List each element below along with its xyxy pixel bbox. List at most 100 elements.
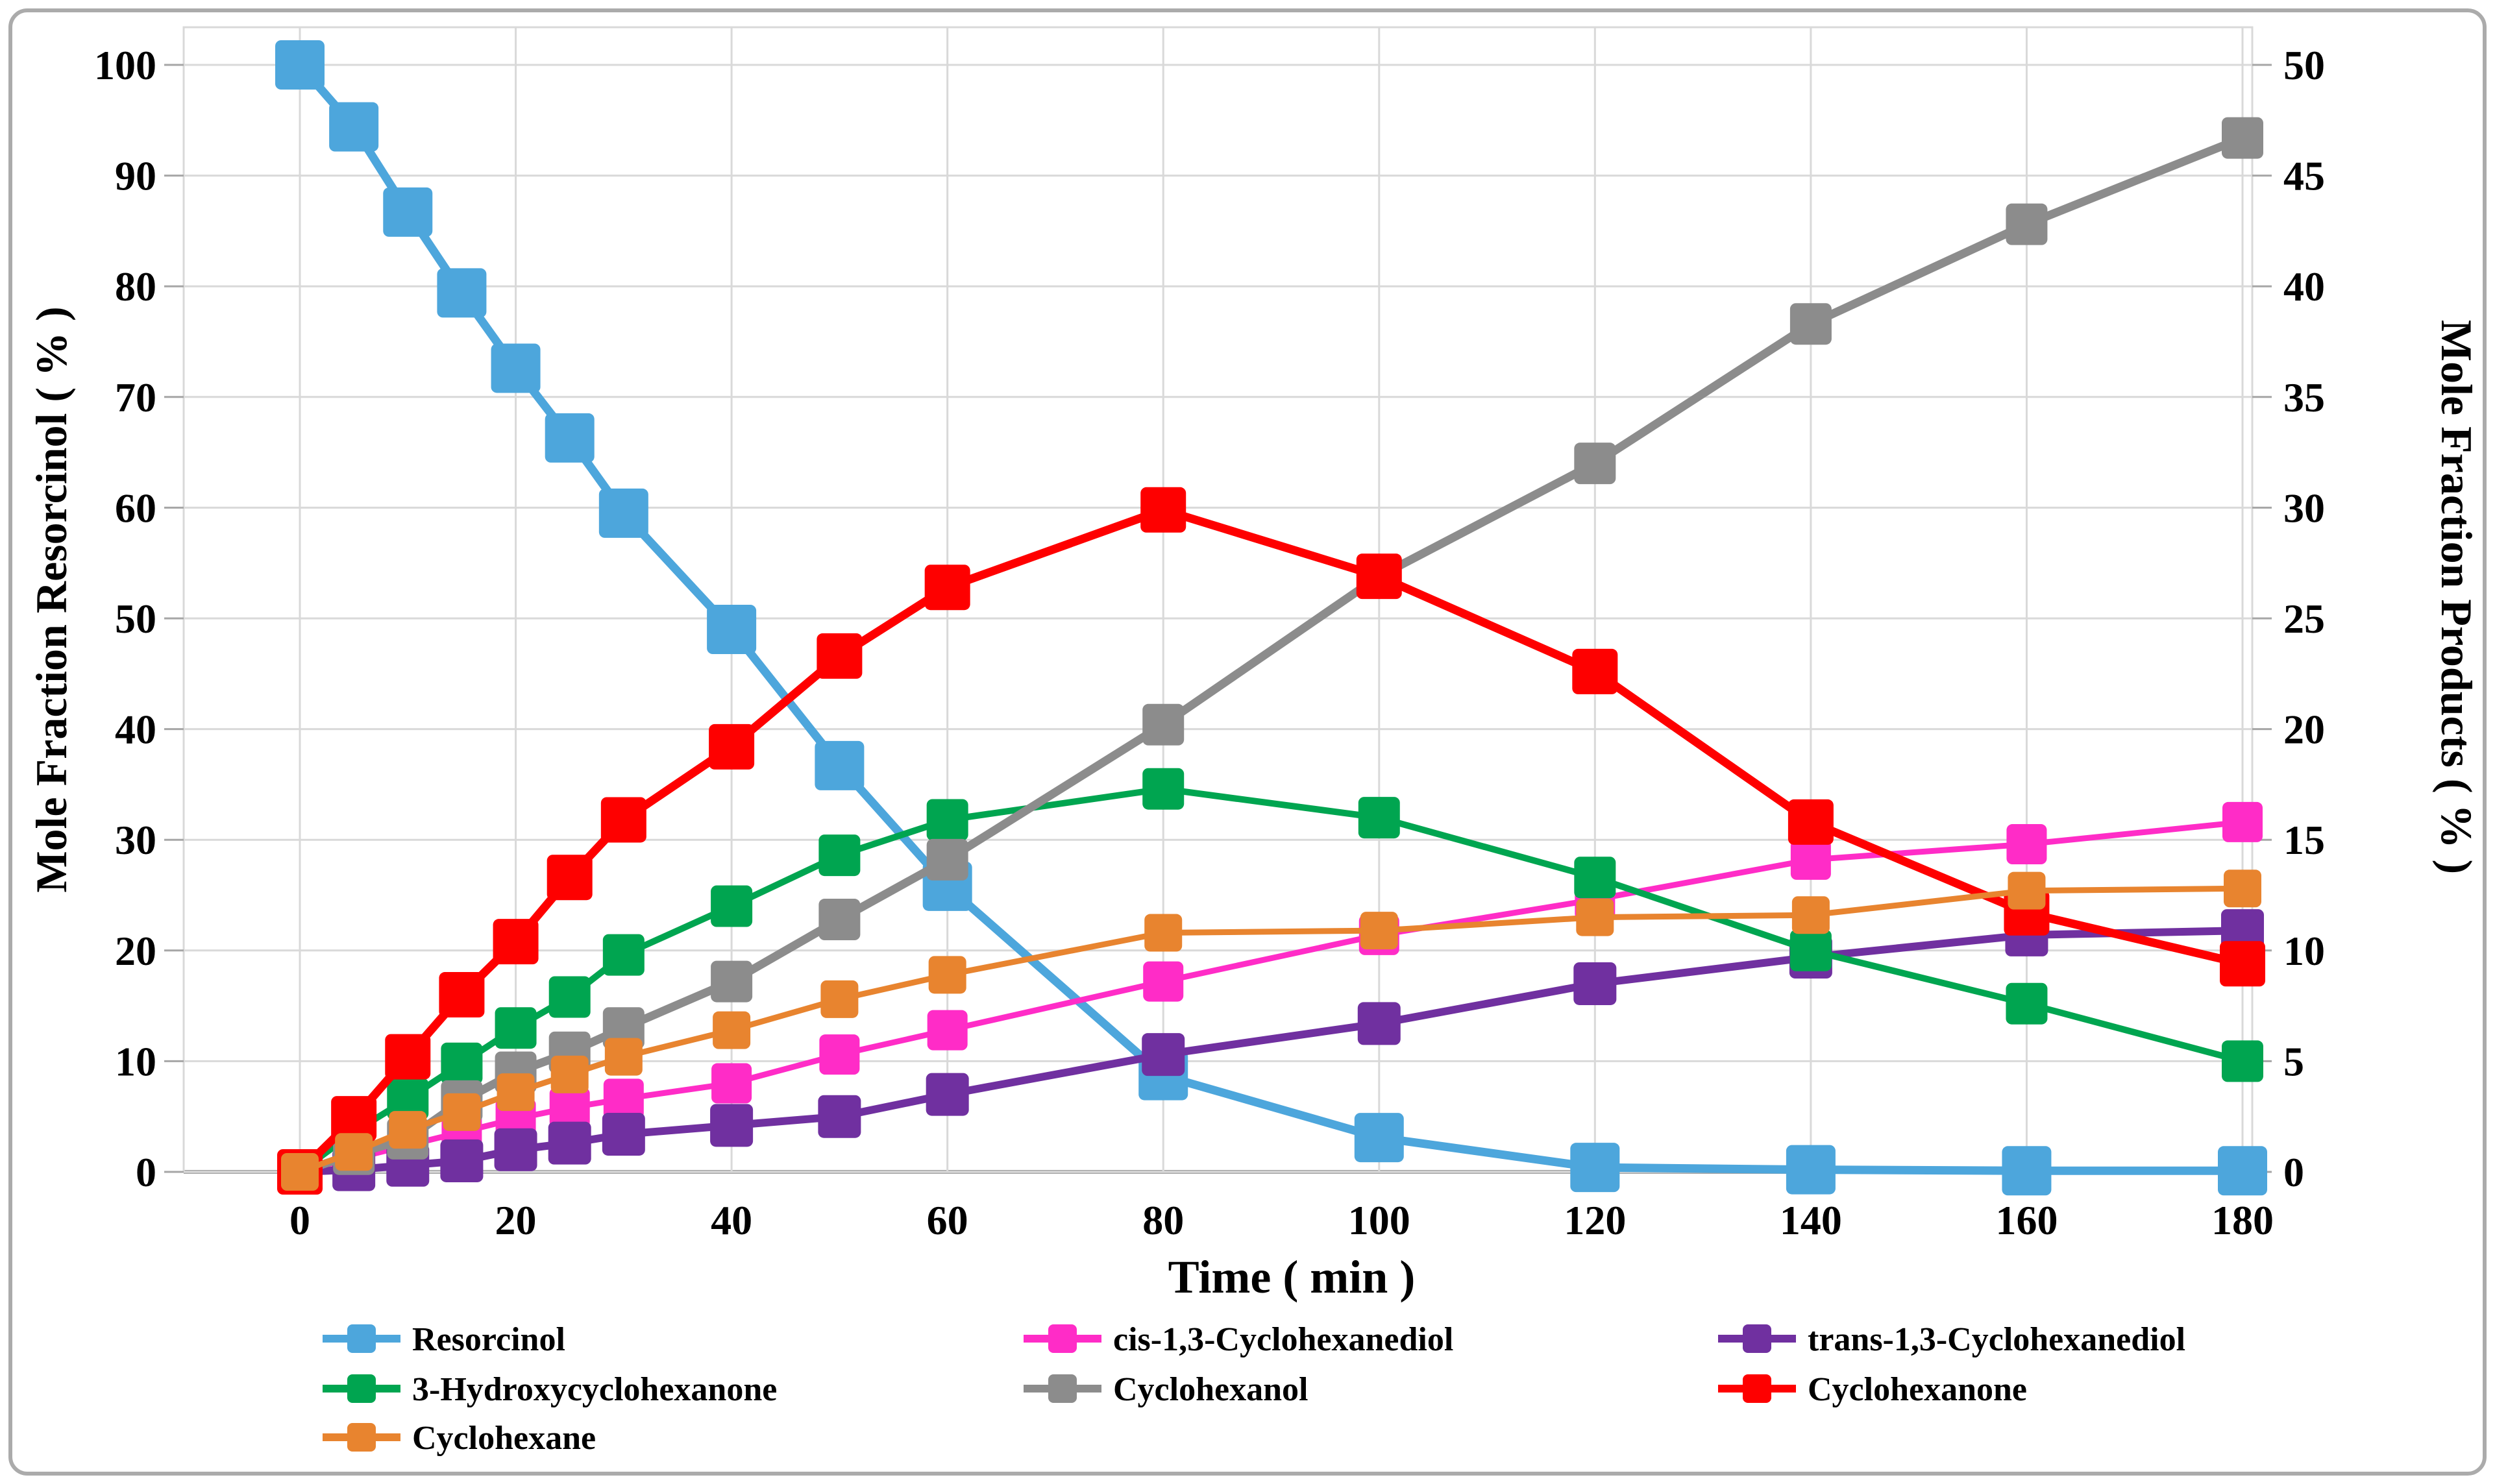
left-tick-label: 10 — [115, 1038, 156, 1084]
data-point-marker — [707, 605, 757, 655]
left-tick-label: 0 — [136, 1149, 156, 1195]
legend-item-trans-1,3-Cyclohexanediol: trans-1,3-Cyclohexanediol — [1718, 1321, 2185, 1358]
series-trans-1,3-Cyclohexanediol — [278, 909, 2264, 1193]
data-point-marker — [335, 1133, 373, 1171]
left-tick-label: 20 — [115, 928, 156, 974]
x-axis-title: Time ( min ) — [1168, 1251, 1416, 1303]
data-point-marker — [1574, 443, 1616, 485]
left-tick-label: 90 — [115, 153, 156, 199]
data-point-marker — [713, 1011, 751, 1049]
series-line — [296, 927, 2246, 1176]
data-point-marker — [1142, 1033, 1185, 1077]
series-line — [297, 819, 2246, 1175]
x-tick-label: 80 — [1142, 1197, 1184, 1243]
plot-area-border — [182, 26, 2254, 1173]
legend-label: trans-1,3-Cyclohexanediol — [1808, 1321, 2185, 1358]
data-point-marker — [493, 919, 539, 965]
data-point-marker — [548, 976, 591, 1018]
left-tick-label: 100 — [94, 42, 156, 88]
data-point-marker — [600, 797, 646, 843]
data-point-marker — [2222, 801, 2263, 842]
data-point-marker — [1573, 962, 1617, 1005]
series-layer — [275, 40, 2267, 1196]
data-point-marker — [2006, 203, 2048, 245]
legend-marker-icon — [1743, 1324, 1771, 1353]
data-point-marker — [1786, 1145, 1836, 1195]
data-point-marker — [1144, 914, 1183, 952]
data-point-marker — [443, 1093, 481, 1131]
data-point-marker — [1576, 898, 1614, 936]
data-point-marker — [1574, 857, 1616, 899]
data-point-marker — [926, 1073, 969, 1116]
data-point-marker — [385, 1034, 431, 1080]
legend-item-Cyclohexanone: Cyclohexanone — [1718, 1371, 2027, 1408]
data-point-marker — [281, 1153, 319, 1191]
data-point-marker — [602, 934, 645, 976]
data-point-marker — [389, 1111, 427, 1149]
data-point-marker — [598, 488, 648, 538]
data-point-marker — [550, 1055, 589, 1093]
data-point-marker — [329, 102, 379, 152]
data-point-marker — [710, 1104, 754, 1147]
legend-label: Cyclohexanone — [1808, 1371, 2027, 1408]
data-point-marker — [709, 724, 755, 770]
legend-label: Resorcinol — [412, 1321, 565, 1358]
legend-marker-icon — [347, 1423, 376, 1452]
data-point-marker — [2224, 870, 2261, 908]
left-tick-label: 60 — [115, 485, 156, 531]
left-tick-label: 30 — [115, 817, 156, 863]
legend-item-Cyclohexane: Cyclohexane — [323, 1420, 596, 1457]
data-point-marker — [439, 972, 485, 1018]
data-point-marker — [1142, 703, 1185, 746]
legend-label: 3-Hydroxycyclohexanone — [412, 1371, 777, 1408]
right-tick-label: 30 — [2283, 485, 2325, 531]
legend-item-3-Hydroxycyclohexanone: 3-Hydroxycyclohexanone — [323, 1371, 777, 1408]
right-tick-label: 5 — [2283, 1038, 2304, 1084]
data-point-marker — [1358, 797, 1400, 839]
legend-marker-icon — [1048, 1324, 1077, 1353]
data-point-marker — [1140, 487, 1186, 533]
data-point-marker — [2218, 1146, 2267, 1196]
series-line — [295, 505, 2247, 1176]
right-tick-label: 50 — [2283, 42, 2325, 88]
data-point-marker — [549, 1088, 590, 1128]
series-Cyclohexane — [281, 870, 2261, 1191]
data-point-marker — [2220, 941, 2265, 987]
data-point-marker — [818, 834, 861, 877]
left-axis-title: Mole Fraction Resorcinol ( % ) — [27, 306, 76, 892]
data-point-marker — [548, 1121, 591, 1165]
legend-marker-icon — [347, 1324, 376, 1353]
data-point-marker — [494, 1128, 537, 1171]
right-tick-label: 20 — [2283, 707, 2325, 753]
data-point-marker — [603, 1078, 644, 1119]
data-point-marker — [2222, 1040, 2263, 1082]
x-tick-label: 140 — [1780, 1197, 1842, 1243]
data-point-marker — [1357, 1002, 1401, 1045]
data-point-marker — [711, 960, 753, 1003]
x-tick-label: 100 — [1348, 1197, 1410, 1243]
data-point-marker — [2006, 824, 2047, 865]
left-tick-label: 50 — [115, 596, 156, 642]
right-tick-label: 40 — [2283, 263, 2325, 310]
left-tick-label: 40 — [115, 707, 156, 753]
data-point-marker — [2222, 117, 2263, 159]
data-point-marker — [1143, 961, 1184, 1002]
right-tick-label: 25 — [2283, 596, 2325, 642]
data-point-marker — [437, 268, 487, 318]
data-point-marker — [495, 1007, 537, 1049]
data-point-marker — [928, 956, 966, 994]
data-point-marker — [1360, 912, 1398, 950]
legend-marker-icon — [1048, 1374, 1077, 1403]
legend-marker-icon — [1743, 1374, 1771, 1403]
x-tick-label: 20 — [495, 1197, 537, 1243]
legend-item-Cyclohexanol: Cyclohexanol — [1024, 1371, 1308, 1408]
data-point-marker — [927, 1010, 968, 1051]
data-point-marker — [817, 633, 863, 679]
data-point-marker — [711, 885, 753, 927]
x-tick-label: 0 — [289, 1197, 310, 1243]
right-axis-title: Mole Fraction Products ( % ) — [2432, 320, 2481, 874]
data-point-marker — [926, 799, 968, 841]
legend-label: Cyclohexane — [412, 1420, 596, 1457]
